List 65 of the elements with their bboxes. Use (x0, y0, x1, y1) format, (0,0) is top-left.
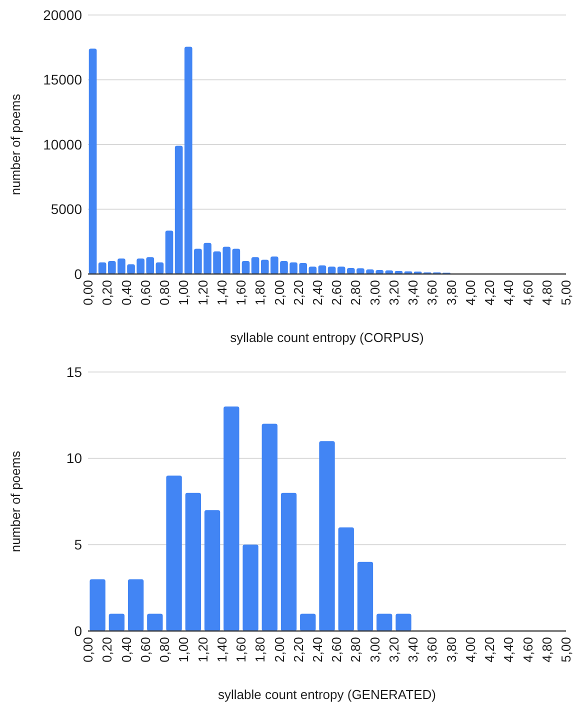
y-axis-title: number of poems (8, 450, 23, 552)
x-tick-label: 1,80 (252, 637, 268, 662)
x-tick-label: 4,60 (520, 637, 536, 662)
y-tick-label: 5000 (50, 201, 82, 218)
x-tick-label: 2,20 (290, 280, 306, 306)
x-tick-label: 3,40 (406, 280, 421, 306)
x-tick-label: 2,60 (329, 280, 344, 306)
x-tick-label: 4,00 (462, 280, 478, 306)
x-tick-label: 2,40 (310, 637, 325, 662)
x-tick-label: 2,00 (272, 280, 287, 306)
y-tick-label: 10000 (43, 136, 82, 152)
x-tick-label: 1,20 (195, 637, 210, 662)
x-tick-label: 2,60 (329, 637, 344, 662)
x-tick-label: 4,40 (501, 637, 516, 662)
x-tick-label: 0,80 (157, 637, 172, 662)
x-tick-label: 0,40 (118, 637, 134, 662)
y-axis-title: number of poems (8, 93, 23, 196)
x-axis-title: syllable count entropy (CORPUS) (230, 330, 424, 345)
x-tick-label: 0,20 (100, 280, 115, 306)
y-tick-label: 15 (66, 364, 82, 380)
x-tick-label: 2,80 (348, 280, 364, 306)
x-tick-label: 3,00 (367, 280, 382, 306)
x-tick-label: 1,40 (214, 637, 230, 662)
x-tick-label: 0,80 (157, 280, 172, 306)
x-tick-label: 4,80 (539, 637, 554, 662)
x-tick-label: 3,60 (424, 280, 440, 306)
x-tick-label: 1,20 (195, 280, 210, 306)
x-axis-title: syllable count entropy (GENERATED) (218, 687, 436, 702)
y-tick-label: 15000 (43, 72, 82, 88)
x-tick-label: 3,80 (444, 280, 459, 306)
x-tick-label: 2,40 (310, 280, 325, 306)
y-tick-label: 0 (74, 266, 82, 282)
x-tick-label: 1,60 (234, 637, 249, 662)
x-tick-label: 3,80 (444, 637, 459, 662)
x-tick-label: 3,20 (386, 280, 402, 306)
x-tick-label: 4,80 (539, 280, 554, 306)
x-tick-label: 4,40 (501, 280, 516, 306)
x-tick-label: 1,40 (214, 280, 230, 306)
x-tick-label: 0,00 (80, 280, 96, 306)
x-tick-label: 3,40 (406, 637, 421, 662)
y-tick-label: 5 (74, 536, 82, 553)
x-tick-label: 1,60 (234, 280, 249, 306)
x-tick-label: 4,60 (520, 280, 536, 306)
x-tick-label: 5,00 (558, 280, 574, 306)
x-tick-label: 0,20 (100, 637, 115, 662)
y-tick-label: 0 (74, 622, 82, 639)
x-tick-label: 4,20 (482, 637, 498, 662)
x-tick-label: 5,00 (558, 637, 574, 662)
x-tick-label: 3,60 (424, 637, 440, 662)
x-tick-label: 2,80 (348, 637, 364, 662)
x-tick-label: 3,00 (367, 637, 382, 662)
x-tick-label: 0,60 (138, 637, 153, 662)
x-tick-label: 0,00 (80, 637, 96, 662)
x-tick-label: 2,00 (272, 637, 287, 662)
x-tick-label: 0,40 (118, 280, 134, 306)
x-tick-label: 1,80 (252, 280, 268, 306)
x-tick-label: 4,20 (482, 280, 498, 306)
x-tick-label: 2,20 (290, 637, 306, 662)
y-tick-label: 10 (66, 450, 82, 466)
y-tick-label: 20000 (43, 6, 82, 23)
x-tick-label: 4,00 (462, 637, 478, 662)
x-tick-label: 0,60 (138, 280, 153, 306)
x-tick-label: 1,00 (176, 280, 192, 306)
x-tick-label: 1,00 (176, 637, 192, 662)
x-tick-label: 3,20 (386, 637, 402, 662)
